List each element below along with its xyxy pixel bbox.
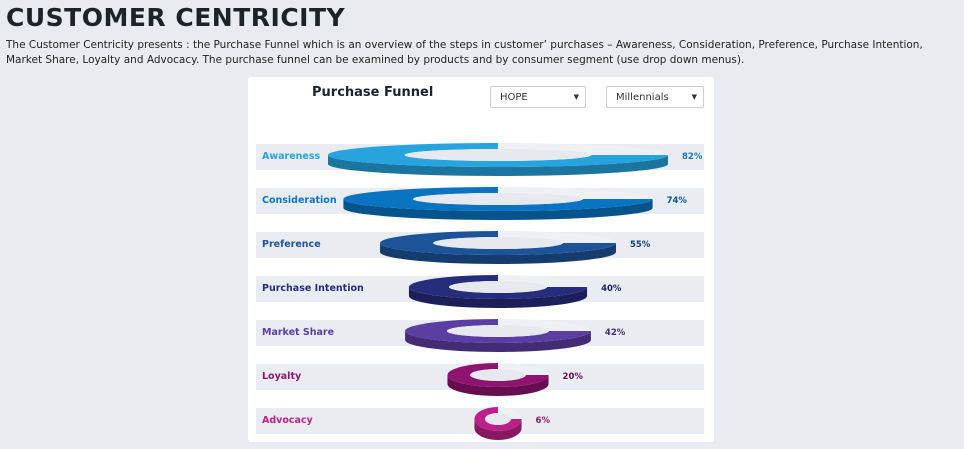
funnel-value-label: 20% (562, 372, 583, 382)
funnel-ring-hole (433, 237, 563, 249)
funnel-ring-top (343, 187, 653, 211)
funnel-value-label: 6% (535, 416, 550, 426)
funnel-segment (474, 407, 522, 440)
funnel-ring-side (328, 155, 668, 176)
funnel-ring-side (405, 331, 591, 352)
funnel-segment (380, 231, 616, 264)
funnel-segment (405, 319, 591, 352)
funnel-segment (408, 275, 588, 308)
funnel-ring-side (447, 375, 549, 396)
funnel-value-label: 40% (601, 284, 622, 294)
funnel-segment (447, 363, 549, 396)
caret-down-icon: ▼ (573, 93, 579, 101)
funnel-segment (328, 143, 668, 176)
funnel-ring-hole (470, 369, 526, 381)
caret-down-icon: ▼ (691, 93, 697, 101)
funnel-value-label: 55% (629, 240, 651, 250)
funnel-category-label: Preference (262, 239, 321, 250)
product-select[interactable]: HOPE ▼ (490, 86, 586, 108)
funnel-ring-side (474, 419, 522, 440)
segment-select[interactable]: Millennials ▼ (606, 86, 704, 108)
page-title: CUSTOMER CENTRICITY (6, 3, 346, 32)
funnel-ring-top (408, 275, 588, 299)
funnel-value-label: 82% (682, 152, 703, 162)
funnel-ring-top (447, 363, 549, 387)
funnel-ring-top (405, 319, 591, 343)
funnel-segment (343, 187, 653, 220)
funnel-value-label: 42% (604, 328, 626, 338)
funnel-ring-hole (404, 149, 592, 161)
funnel-title: Purchase Funnel (312, 85, 434, 100)
funnel-ring-hole (485, 413, 511, 425)
funnel-category-label: Loyalty (262, 371, 302, 382)
funnel-card: Purchase Funnel HOPE ▼ Millennials ▼ Awa… (248, 77, 714, 442)
funnel-category-label: Awareness (262, 151, 321, 162)
funnel-ring-hole (446, 325, 550, 337)
funnel-category-label: Market Share (262, 327, 335, 338)
funnel-category-label: Purchase Intention (262, 283, 364, 294)
product-select-value: HOPE (500, 91, 528, 103)
funnel-ring-hole (412, 193, 584, 205)
funnel-ring-hole (449, 281, 547, 293)
funnel-value-label: 74% (666, 196, 687, 206)
funnel-ring-side (408, 287, 588, 308)
segment-select-value: Millennials (616, 91, 669, 103)
funnel-ring-top (474, 407, 522, 431)
funnel-category-label: Consideration (262, 195, 337, 206)
funnel-category-label: Advocacy (262, 415, 313, 426)
funnel-ring-top (380, 231, 616, 255)
purchase-funnel-chart (328, 143, 668, 440)
intro-text: The Customer Centricity presents : the P… (6, 39, 923, 66)
funnel-ring-side (380, 243, 616, 264)
funnel-ring-top (328, 143, 668, 167)
funnel-ring-side (343, 199, 653, 220)
